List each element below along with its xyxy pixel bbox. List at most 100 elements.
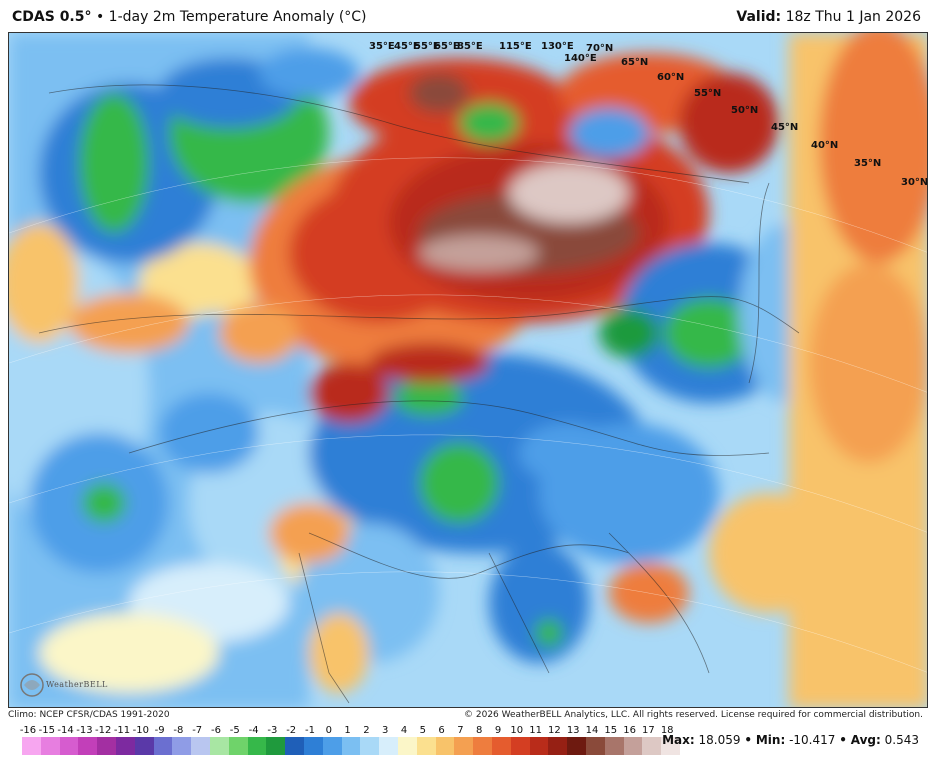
colorbar-label: 8 [476,725,483,736]
lon-label: 35°E [369,41,395,52]
stats-separator: • [839,733,847,747]
graticule-labels: 70°N 65°N 60°N 55°N 50°N 45°N 40°N 35°N … [369,41,927,188]
max-value: 18.059 [698,733,741,747]
colorbar-cell [623,737,643,755]
colorbar-cell [642,737,662,755]
lat-label: 70°N [586,43,613,54]
lon-label: 65°E [434,41,460,52]
lat-label: 50°N [731,105,758,116]
lon-label: 115°E [499,41,532,52]
colorbar-cell [266,737,286,755]
colorbar-label: -13 [76,725,93,736]
lat-label: 45°N [771,122,798,133]
colorbar-cell [191,737,210,755]
colorbar-label: -3 [267,725,278,736]
avg-value: 0.543 [884,733,919,747]
colorbar-label: -1 [305,725,315,736]
weatherbell-logo: WeatherBELL [18,670,107,700]
colorbar-cell [379,737,398,755]
colorbar-cell [548,737,568,755]
colorbar-label: 1 [344,725,351,736]
stats-separator: • [744,733,753,747]
colorbar-cell [510,737,530,755]
lat-label: 40°N [811,140,838,151]
valid-value: 18z Thu 1 Jan 2026 [785,9,921,25]
colorbar-label: -9 [154,725,165,736]
colorbar-label: 0 [325,725,332,736]
colorbar-label: 12 [548,725,561,736]
model-name: CDAS 0.5° [12,9,92,25]
colorbar-cell [115,737,135,755]
lon-label: 45°E [394,41,420,52]
colorbar-cell [59,737,79,755]
lat-label: 60°N [657,72,684,83]
colorbar-label: 13 [566,725,580,736]
colorbar-cell [397,737,417,755]
colorbar-label: 6 [438,725,445,736]
product-name: 1-day 2m Temperature Anomaly (°C) [108,9,367,25]
colorbar-label: -6 [211,725,221,736]
colorbar-cell [604,737,624,755]
credit-row: Climo: NCEP CFSR/CDAS 1991-2020 © 2026 W… [0,708,935,722]
lon-label: 55°E [414,41,440,52]
valid-label: Valid [736,9,776,25]
lon-label: 140°E [564,53,597,64]
colorbar-cell [134,737,154,755]
colorbar-label: 9 [494,725,502,736]
colorbar-label: 7 [457,725,464,736]
colorbar-label: 4 [400,725,408,736]
logo-text: WeatherBELL [46,680,108,689]
lon-label: 130°E [541,41,574,52]
colorbar-cell [97,737,116,755]
colorbar-label: -2 [286,725,297,736]
colorbar-label: 18 [660,725,674,736]
colorbar-cell [416,737,436,755]
colorbar-cell [322,737,342,755]
colorbar-cell [153,737,173,755]
climo-text: Climo: NCEP CFSR/CDAS 1991-2020 [8,710,170,720]
colorbar-cell [40,737,60,755]
lon-label: 85°E [457,41,483,52]
colorbar-cell [491,737,511,755]
colorbar-label: 16 [623,725,636,736]
colorbar-label: -10 [132,725,149,736]
colorbar-cell [435,737,455,755]
colorbar-cell [341,737,361,755]
lat-label: 35°N [854,158,881,169]
colorbar-cell [285,737,304,755]
avg-label: Avg: [850,733,881,747]
min-label: Min: [755,733,786,747]
max-label: Max: [662,733,695,747]
colorbar-cell [172,737,192,755]
colorbar-label: -8 [173,725,184,736]
colorbar-label: 10 [510,725,524,736]
colorbar-cell [228,737,248,755]
colorbar-label: -11 [113,725,131,736]
colorbar-cell [585,737,605,755]
colorbar-label: -7 [192,725,203,736]
colorbar-cell [529,737,549,755]
header: CDAS 0.5° • 1-day 2m Temperature Anomaly… [0,0,935,32]
colorbar-label: -12 [95,725,112,736]
valid-time: Valid: 18z Thu 1 Jan 2026 [736,9,921,25]
colorbar-label: 11 [529,725,542,736]
colorbar-label: 2 [363,725,370,736]
colorbar-label: 15 [604,725,618,736]
anomaly-map: 70°N 65°N 60°N 55°N 50°N 45°N 40°N 35°N … [8,32,928,708]
colorbar-cell [209,737,229,755]
colorbar-label: 17 [642,725,655,736]
lat-label: 55°N [694,88,721,99]
colorbar-cell [22,737,41,755]
colorbar-label: -4 [248,725,259,736]
colorbar-label: -5 [229,725,240,736]
colorbar-cell [360,737,380,755]
colorbar-cell [303,737,323,755]
colorbar-cell [661,737,680,755]
colorbar-cell [567,737,586,755]
colorbar-label: 14 [585,725,599,736]
colorbar-label: -14 [57,725,74,736]
min-value: -10.417 [789,733,836,747]
stats: Max: 18.059 • Min: -10.417 • Avg: 0.543 [662,733,919,747]
map-canvas: 70°N 65°N 60°N 55°N 50°N 45°N 40°N 35°N … [9,33,927,707]
colorbar-label: 3 [382,725,389,736]
